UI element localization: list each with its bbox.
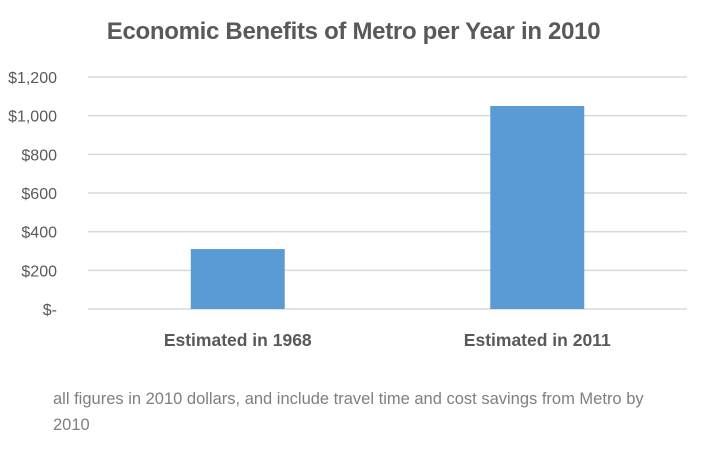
y-tick-label: $-: [43, 302, 57, 319]
y-tick-label: $400: [21, 225, 57, 242]
bar: [190, 249, 285, 309]
y-tick-label: $1,200: [8, 70, 57, 87]
y-tick-label: $200: [21, 263, 57, 280]
footnote: all figures in 2010 dollars, and include…: [53, 390, 644, 434]
x-tick-label: Estimated in 2011: [464, 330, 611, 350]
bar-chart: $- $200 $400 $600 $800 $1,000 $1,200 Estimated …: [8, 70, 687, 350]
x-tick-label: Estimated in 1968: [164, 330, 312, 350]
bar: [490, 106, 585, 309]
y-tick-label: $600: [21, 186, 57, 203]
y-tick-label: $1,000: [8, 109, 57, 126]
chart-title: Economic Benefits of Metro per Year in 2…: [106, 18, 601, 45]
y-tick-label: $800: [21, 147, 57, 164]
